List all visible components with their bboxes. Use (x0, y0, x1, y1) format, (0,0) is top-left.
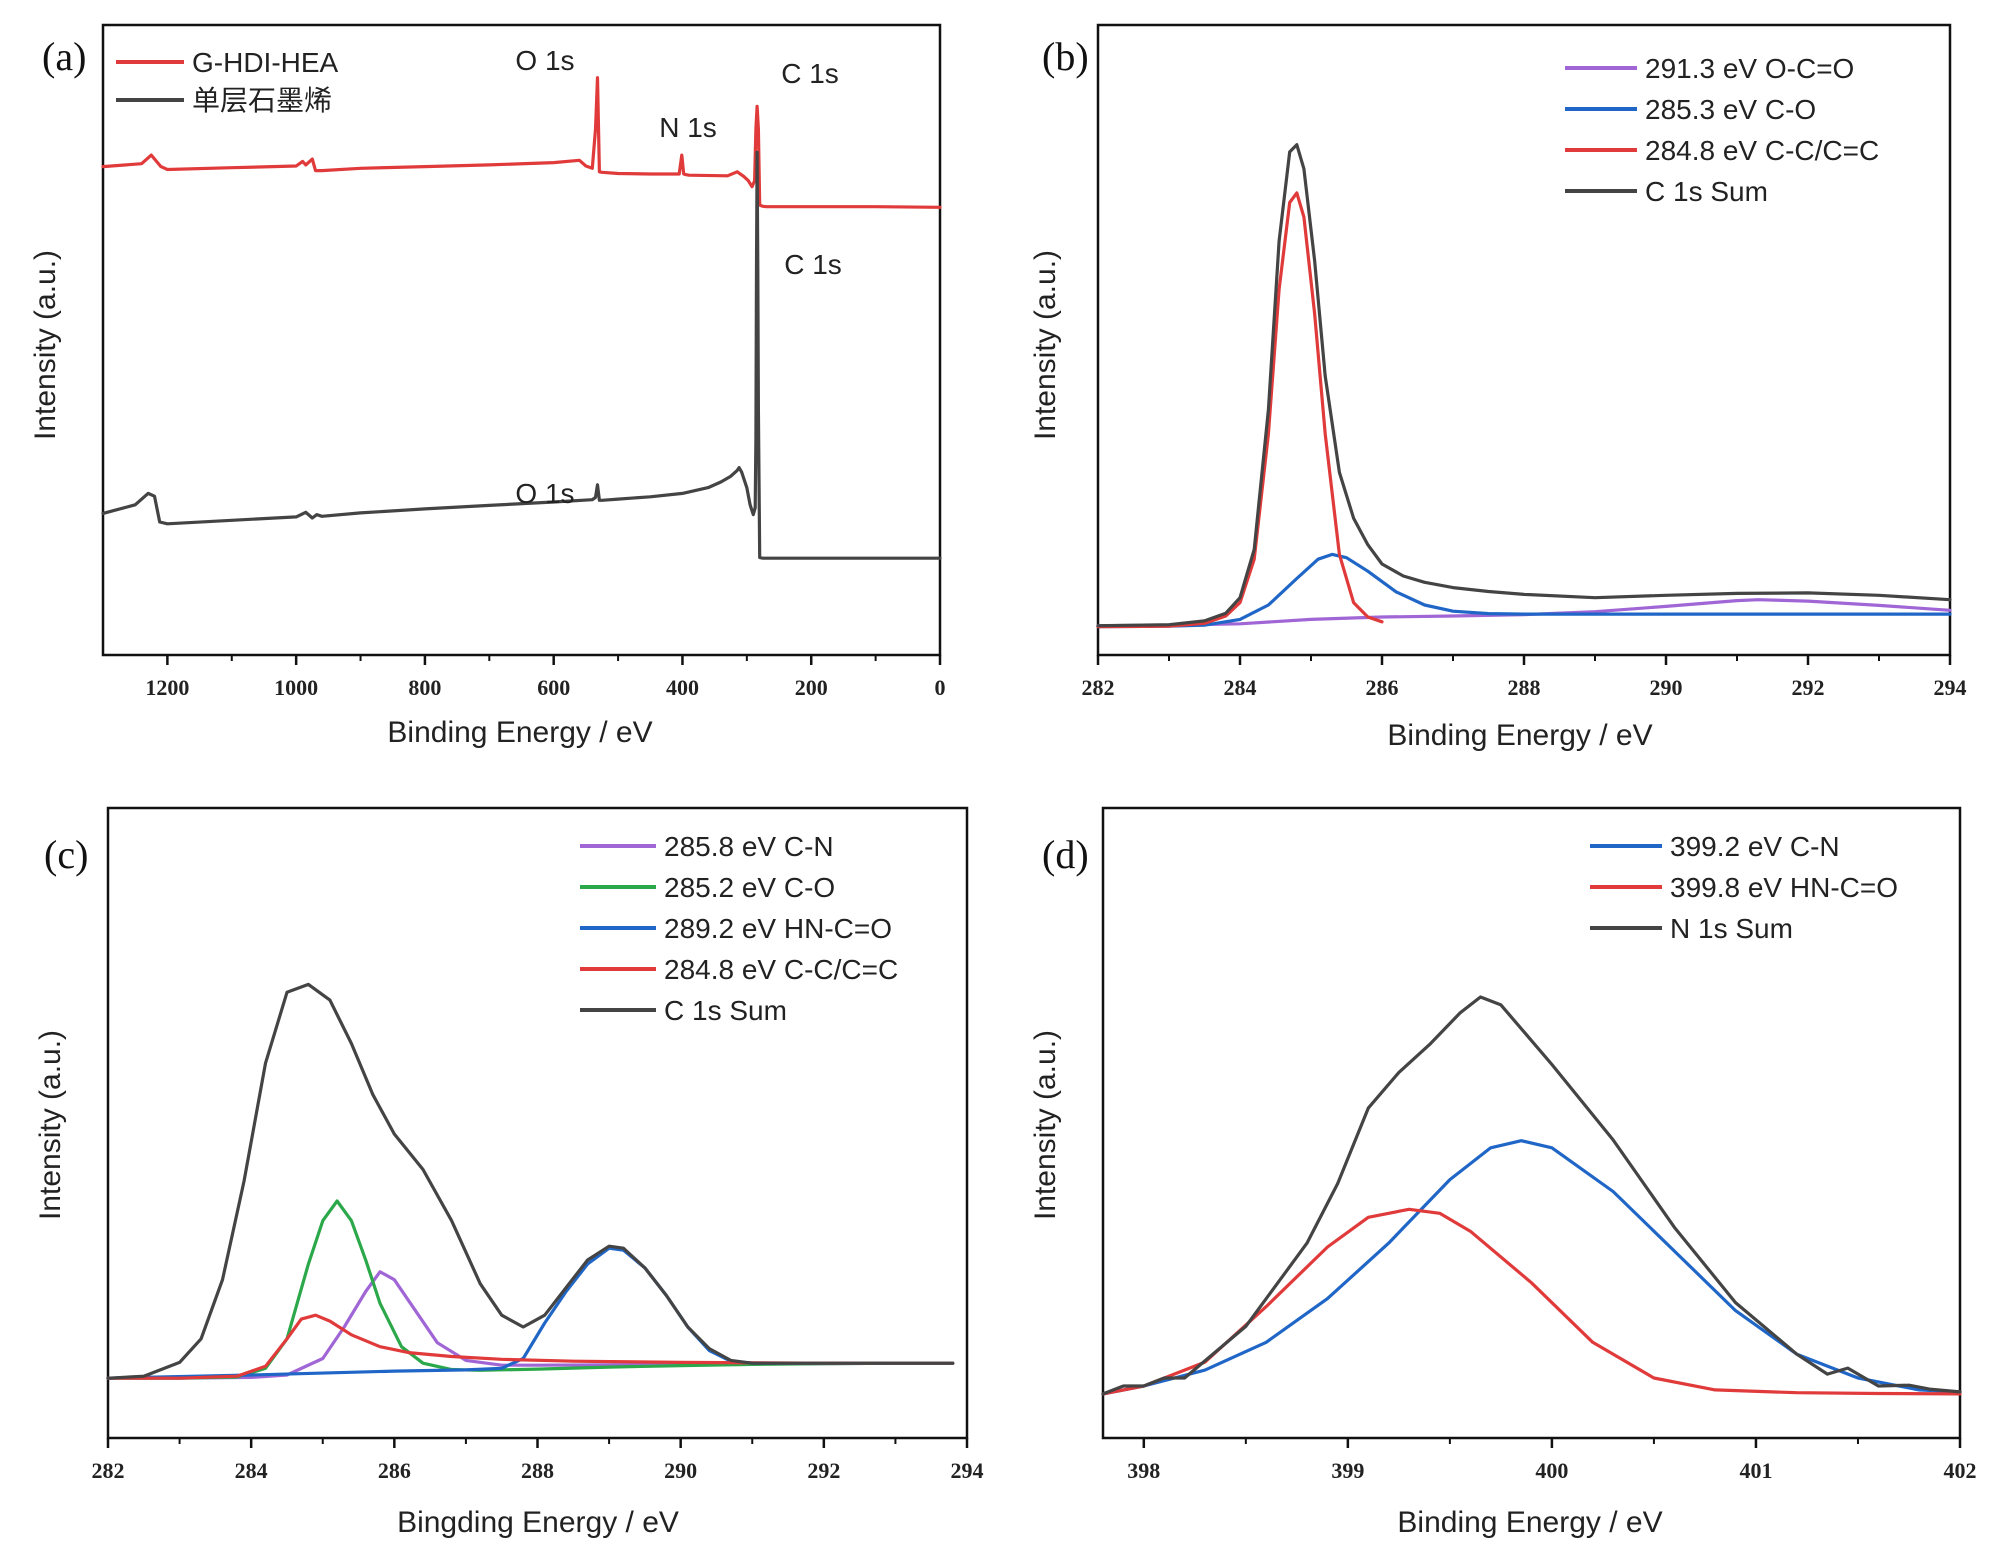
series-line-4 (106, 1313, 955, 1380)
x-tick-label: 401 (1739, 1458, 1772, 1483)
x-tick-label: 800 (408, 675, 441, 700)
legend-label: 399.8 eV HN-C=O (1670, 872, 1898, 903)
panel-label: (d) (1042, 832, 1089, 877)
peak-annotation: C 1s (784, 249, 842, 280)
legend: G-HDI-HEA 单层石墨烯 (116, 47, 339, 116)
y-axis-title: Intensity (a.u.) (1029, 250, 1062, 440)
legend-label: 399.2 eV C-N (1670, 831, 1840, 862)
x-tick-label: 402 (1944, 1458, 1977, 1483)
x-tick-label: 282 (92, 1458, 125, 1483)
x-tick-label: 288 (1508, 675, 1541, 700)
series-line-1 (101, 76, 942, 209)
x-tick-label: 290 (1650, 675, 1683, 700)
x-tick-label: 286 (1366, 675, 1399, 700)
legend-label: 单层石墨烯 (192, 85, 332, 116)
legend-label: 291.3 eV O-C=O (1645, 53, 1854, 84)
panel-a: 1200 1000 800 600 400 200 0 Binding Energy / eV… (29, 23, 946, 749)
x-tick-label: 282 (1082, 675, 1115, 700)
legend: 285.8 eV C-N 285.2 eV C-O 289.2 eV HN-C=O 2… (580, 831, 898, 1026)
y-axis-title: Intensity (a.u.) (29, 250, 62, 440)
plot-frame (101, 23, 942, 657)
x-tick-label: 288 (521, 1458, 554, 1483)
panel-b: 282 284 286 288 290 292 294 Binding Energy / eV… (1029, 23, 1967, 752)
x-tick-label: 294 (1934, 675, 1967, 700)
x-tick-label: 399 (1331, 1458, 1364, 1483)
panel-d: 398 399 400 401 402 Binding Energy / eV Intens… (1029, 806, 1977, 1539)
x-tick-label: 400 (1535, 1458, 1568, 1483)
x-axis-title: Bingding Energy / eV (397, 1506, 679, 1539)
series-line-3 (1096, 191, 1384, 629)
peak-annotation: O 1s (515, 45, 574, 76)
peak-annotation: O 1s (515, 478, 574, 509)
y-axis-title: Intensity (a.u.) (34, 1030, 67, 1220)
legend-label: 285.2 eV C-O (664, 872, 835, 903)
legend-label: 285.8 eV C-N (664, 831, 834, 862)
legend-label: C 1s Sum (1645, 176, 1768, 207)
x-tick-label: 284 (235, 1458, 268, 1483)
peak-annotation: N 1s (659, 112, 717, 143)
panel-c: 282 284 286 288 290 292 294 Bingding Energy / e… (34, 806, 984, 1539)
x-tick-label: 286 (378, 1458, 411, 1483)
legend: 291.3 eV O-C=O 285.3 eV C-O 284.8 eV C-C/C… (1565, 53, 1879, 207)
series-line-2 (101, 150, 942, 560)
y-axis-title: Intensity (a.u.) (1029, 1030, 1062, 1220)
x-tick-label: 284 (1224, 675, 1257, 700)
x-tick-label: 1200 (145, 675, 189, 700)
series-line-1 (1101, 1139, 1962, 1396)
x-tick-label: 600 (537, 675, 570, 700)
panel-label: (c) (44, 832, 88, 877)
x-tick-label: 292 (1792, 675, 1825, 700)
series-line-2 (1096, 552, 1952, 629)
x-tick-label: 292 (807, 1458, 840, 1483)
legend-label: N 1s Sum (1670, 913, 1793, 944)
series-line-4 (1096, 143, 1952, 628)
panel-label: (a) (42, 34, 86, 79)
legend-label: 289.2 eV HN-C=O (664, 913, 892, 944)
x-axis-title: Binding Energy / eV (387, 716, 652, 749)
x-tick-label: 400 (666, 675, 699, 700)
x-tick-label: 294 (951, 1458, 984, 1483)
legend-label: 284.8 eV C-C/C=C (1645, 135, 1879, 166)
x-tick-label: 200 (795, 675, 828, 700)
panel-label: (b) (1042, 34, 1089, 79)
legend-label: 285.3 eV C-O (1645, 94, 1816, 125)
peak-annotation: C 1s (781, 58, 839, 89)
legend: 399.2 eV C-N 399.8 eV HN-C=O N 1s Sum (1590, 831, 1898, 944)
legend-label: C 1s Sum (664, 995, 787, 1026)
x-tick-label: 0 (935, 675, 946, 700)
x-axis-title: Binding Energy / eV (1387, 719, 1652, 752)
x-tick-label: 1000 (274, 675, 318, 700)
legend-label: 284.8 eV C-C/C=C (664, 954, 898, 985)
x-tick-label: 398 (1127, 1458, 1160, 1483)
x-tick-label: 290 (664, 1458, 697, 1483)
series-line-5 (106, 982, 955, 1380)
plot-frame (1101, 806, 1962, 1440)
series-line-3 (1101, 995, 1962, 1396)
x-axis-title: Binding Energy / eV (1397, 1506, 1662, 1539)
plot-frame (106, 806, 969, 1440)
legend-label: G-HDI-HEA (192, 47, 339, 78)
plot-frame (1096, 23, 1952, 657)
